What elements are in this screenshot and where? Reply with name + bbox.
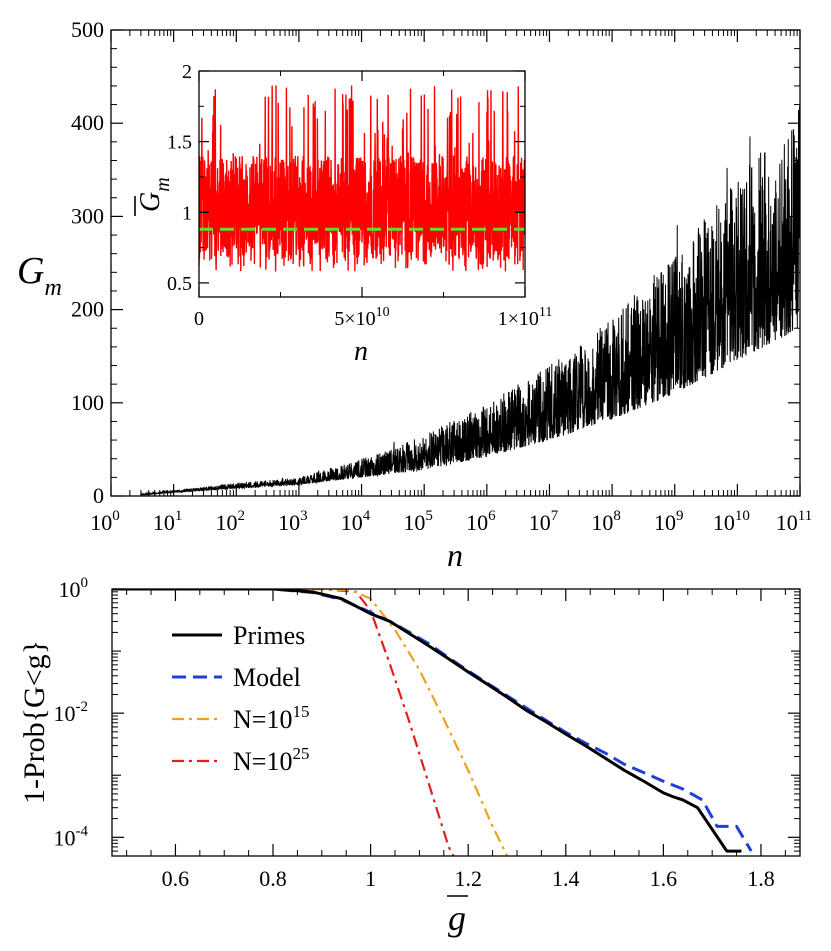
top-x-tick-label: 109: [654, 508, 684, 535]
top-y-tick-label: 100: [71, 390, 104, 415]
top-x-tick-label: 105: [403, 508, 433, 535]
inset-y-tick-label: 1: [182, 202, 192, 224]
bottom-plot-frame: [111, 588, 801, 857]
inset-y-axis-title: Gm: [135, 177, 174, 212]
top-x-tick-label: 104: [341, 508, 371, 535]
inset-x-tick-label: 1×1011: [498, 305, 553, 330]
bottom-x-tick-label: 1.2: [454, 866, 482, 891]
inset-panel: 0 5×1010 1×1011 0.5 1 1.5 2 Gm n: [134, 61, 552, 367]
bottom-x-tick-label: 1.8: [747, 866, 775, 891]
top-y-axis-title: Gm: [17, 250, 62, 301]
bottom-x-tick-label: 1: [365, 866, 376, 891]
top-y-tick-label: 300: [71, 203, 104, 228]
legend-label-0: Primes: [233, 621, 305, 650]
bottom-x-tick-label: 0.8: [259, 866, 287, 891]
top-plot-frame: [110, 29, 801, 497]
bottom-y-tick-label: 10-2: [54, 699, 89, 726]
bottom-legend: Primes Model N=1015 N=1025: [172, 621, 309, 776]
inset-y-tick-label: 0.5: [167, 273, 192, 295]
top-x-tick-label: 102: [216, 508, 246, 535]
top-y-tick-label: 400: [71, 110, 104, 135]
inset-x-axis-title: n: [354, 336, 368, 367]
legend-label-2: N=1015: [233, 702, 309, 734]
bottom-tick-layer: 0.6 0.8 1 1.2 1.4 1.6 1.8 100 10-2 10-4: [54, 575, 800, 891]
top-y-tick-label: 200: [71, 297, 104, 322]
top-x-tick-label: 106: [466, 508, 496, 535]
inset-y-tick-label: 1.5: [167, 132, 192, 154]
inset-x-tick-label: 5×1010: [334, 305, 389, 330]
bottom-panel: 0.6 0.8 1 1.2 1.4 1.6 1.8 100 10-2 10-4 Primes Mod…: [18, 575, 801, 938]
top-x-tick-label: 103: [278, 508, 308, 535]
bottom-series-3: [112, 589, 455, 856]
legend-label-1: Model: [233, 663, 301, 692]
top-tick-layer: 100 101 102 103 104 105 106 107 108 109 1010 101101…: [71, 17, 812, 535]
bottom-series-layer: [112, 589, 753, 856]
top-x-tick-label: 108: [591, 508, 621, 535]
top-x-tick-label: 1011: [776, 508, 812, 535]
top-y-tick-label: 0: [93, 483, 104, 508]
bottom-x-tick-label: 1.4: [552, 866, 580, 891]
inset-series-layer: [199, 85, 525, 272]
bottom-y-tick-label: 10-4: [54, 823, 89, 850]
bottom-x-tick-label: 1.6: [650, 866, 678, 891]
inset-y-tick-label: 2: [182, 61, 192, 83]
top-series-line: [140, 106, 800, 496]
top-x-tick-label: 1010: [713, 508, 750, 535]
bottom-x-axis-title: g: [448, 898, 466, 938]
bottom-series-0: [112, 589, 742, 853]
top-x-tick-label: 100: [90, 508, 120, 535]
bottom-series-2: [112, 589, 509, 856]
top-y-tick-label: 500: [71, 17, 104, 42]
inset-tick-layer: 0 5×1010 1×1011 0.5 1 1.5 2: [167, 61, 552, 330]
top-x-tick-label: 107: [529, 508, 559, 535]
bottom-y-axis-title: 1-Prob{G<g}: [18, 640, 51, 804]
top-x-axis-title: n: [447, 537, 463, 573]
bottom-x-tick-label: 0.6: [162, 866, 190, 891]
inset-red-series: [199, 85, 525, 272]
legend-label-3: N=1025: [233, 744, 309, 776]
top-panel: 100 101 102 103 104 105 106 107 108 109 1010 101101…: [17, 17, 812, 573]
bottom-y-tick-label: 100: [59, 575, 89, 602]
inset-x-tick-label: 0: [194, 308, 204, 330]
top-x-tick-label: 101: [153, 508, 183, 535]
top-series-layer: [140, 106, 800, 496]
